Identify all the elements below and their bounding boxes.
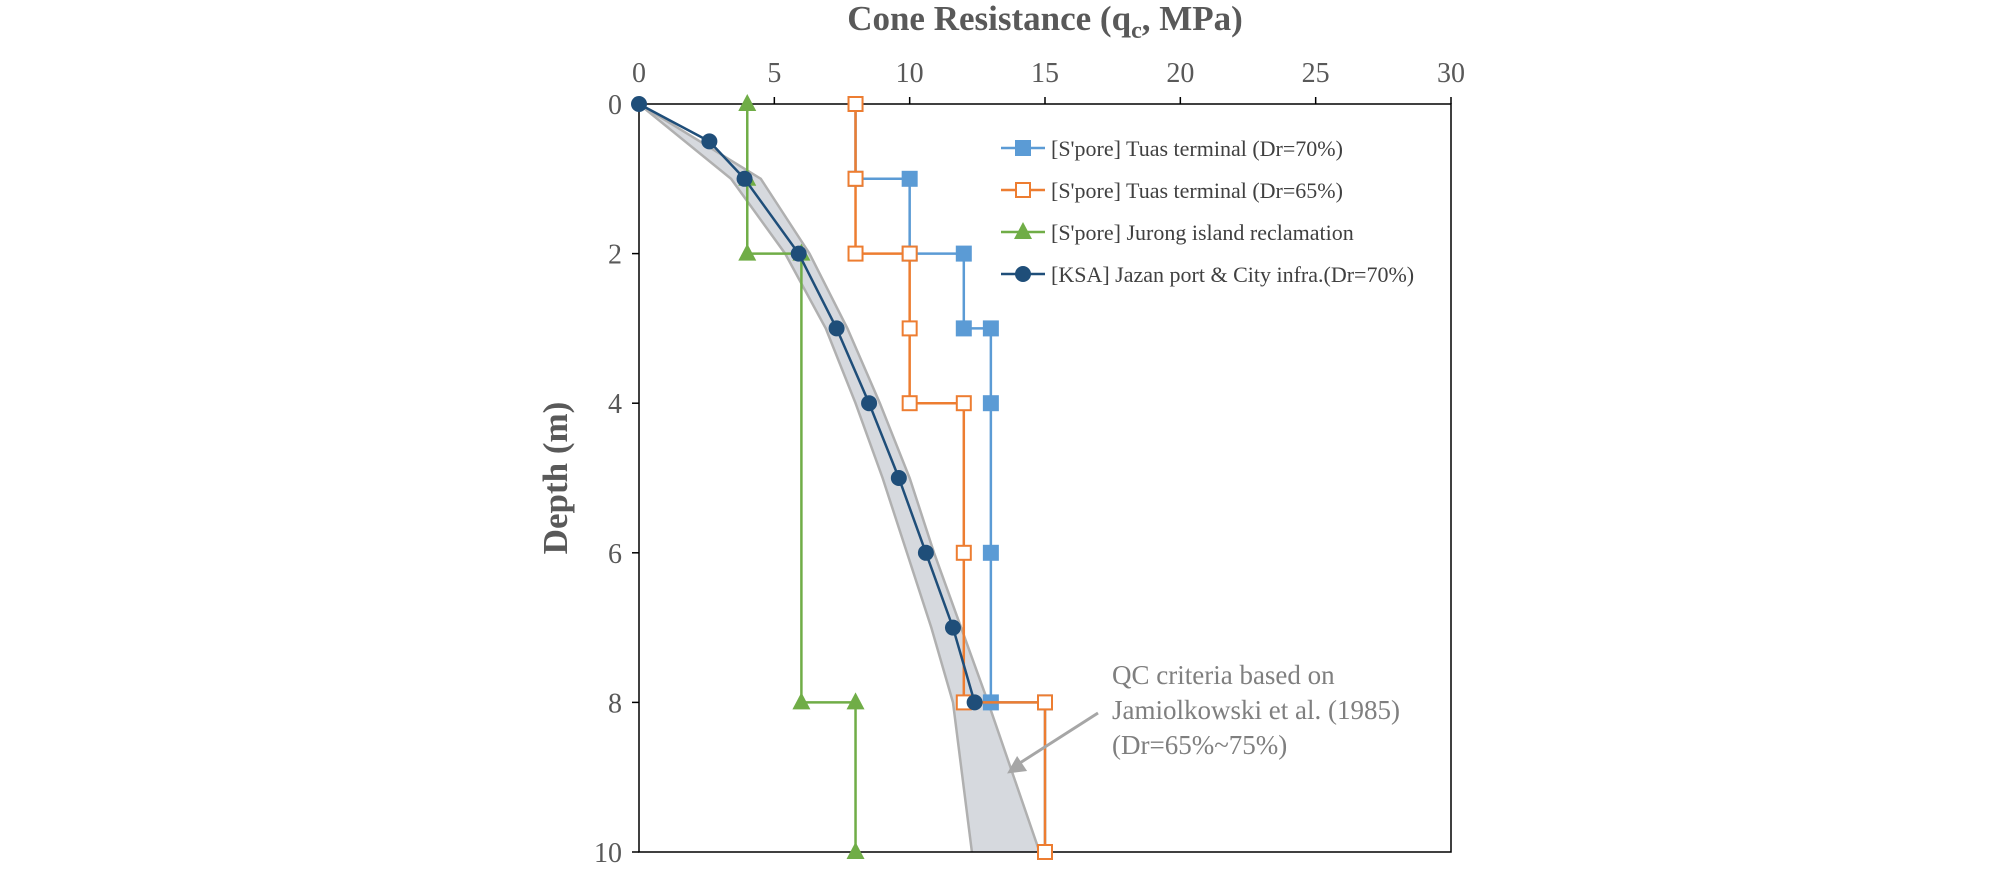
legend-entry: [S'pore] Jurong island reclamation xyxy=(1001,220,1354,245)
qc-criteria-band xyxy=(638,102,1041,853)
marker-square xyxy=(982,395,999,412)
marker-circle xyxy=(631,96,647,112)
marker-square-open xyxy=(1037,844,1053,860)
annotation-line: (Dr=65%~75%) xyxy=(1112,730,1287,760)
marker-square-open xyxy=(1015,182,1031,198)
marker-triangle xyxy=(1014,222,1032,239)
marker-square xyxy=(955,320,972,337)
legend-entry: [S'pore] Tuas terminal (Dr=65%) xyxy=(1001,178,1343,203)
marker-square xyxy=(955,245,972,262)
band-fill xyxy=(639,104,1040,852)
y-axis-ticks: 0 2 4 6 8 10 xyxy=(594,90,639,869)
marker-circle xyxy=(890,470,907,486)
annotation-line: Jamiolkowski et al. (1985) xyxy=(1112,695,1400,725)
series-2 xyxy=(847,96,1053,860)
marker-circle xyxy=(966,694,983,711)
marker-triangle xyxy=(846,692,865,710)
marker-square xyxy=(1015,140,1031,156)
legend-label: [S'pore] Jurong island reclamation xyxy=(1051,220,1354,245)
marker-square xyxy=(982,544,999,561)
x-tick-label: 5 xyxy=(767,58,781,89)
y-tick-label: 8 xyxy=(608,688,622,719)
y-tick-label: 10 xyxy=(594,838,622,869)
y-axis-title: Depth (m) xyxy=(536,402,575,555)
series-layer xyxy=(631,94,1053,860)
legend-entry: [S'pore] Tuas terminal (Dr=70%) xyxy=(1001,136,1343,161)
marker-circle xyxy=(944,619,961,636)
marker-square-open xyxy=(847,245,864,262)
marker-circle xyxy=(861,395,878,412)
annotation-arrow-head xyxy=(1007,755,1028,774)
y-tick-label: 4 xyxy=(608,389,622,420)
marker-square xyxy=(982,320,999,337)
marker-circle xyxy=(1015,266,1031,282)
marker-square-open xyxy=(955,395,972,412)
x-tick-label: 20 xyxy=(1166,58,1194,89)
x-tick-label: 30 xyxy=(1437,58,1465,89)
marker-circle xyxy=(701,133,718,150)
marker-square-open xyxy=(847,170,864,187)
marker-triangle xyxy=(792,692,811,710)
legend-entry: [KSA] Jazan port & City infra.(Dr=70%) xyxy=(1001,262,1414,287)
marker-square xyxy=(901,170,918,187)
qc-criteria-annotation: QC criteria based on Jamiolkowski et al. … xyxy=(1007,660,1400,774)
marker-circle xyxy=(790,245,807,262)
x-axis-ticks: 0 5 10 15 20 25 30 xyxy=(632,58,1465,104)
marker-square-open xyxy=(847,96,864,112)
series-1 xyxy=(847,96,1053,860)
marker-square-open xyxy=(1037,694,1053,711)
annotation-arrow-line xyxy=(1018,711,1099,765)
band-edge-upper xyxy=(638,102,1041,853)
x-tick-label: 0 xyxy=(632,58,646,89)
x-tick-label: 10 xyxy=(896,58,924,89)
y-tick-label: 0 xyxy=(608,90,622,121)
marker-triangle xyxy=(846,842,865,859)
x-tick-label: 25 xyxy=(1302,58,1330,89)
marker-square-open xyxy=(901,320,918,337)
legend-label: [S'pore] Tuas terminal (Dr=70%) xyxy=(1051,136,1343,161)
series-4 xyxy=(631,96,983,711)
band-edge-lower xyxy=(638,103,974,853)
y-tick-label: 2 xyxy=(608,240,622,271)
marker-triangle xyxy=(738,243,757,261)
marker-circle xyxy=(736,170,753,187)
legend-label: [KSA] Jazan port & City infra.(Dr=70%) xyxy=(1051,262,1414,287)
marker-square-open xyxy=(901,395,918,412)
series-line xyxy=(638,102,976,703)
marker-circle xyxy=(917,544,934,561)
marker-square-open xyxy=(901,245,918,262)
x-axis-title: Cone Resistance (qc, MPa) xyxy=(847,0,1243,44)
x-tick-label: 15 xyxy=(1031,58,1059,89)
marker-square-open xyxy=(955,544,972,561)
marker-circle xyxy=(828,320,845,337)
marker-triangle xyxy=(738,94,757,111)
legend: [S'pore] Tuas terminal (Dr=70%) [S'pore] … xyxy=(1001,136,1414,287)
annotation-line: QC criteria based on xyxy=(1112,660,1335,690)
y-tick-label: 6 xyxy=(608,539,622,570)
legend-label: [S'pore] Tuas terminal (Dr=65%) xyxy=(1051,178,1343,203)
